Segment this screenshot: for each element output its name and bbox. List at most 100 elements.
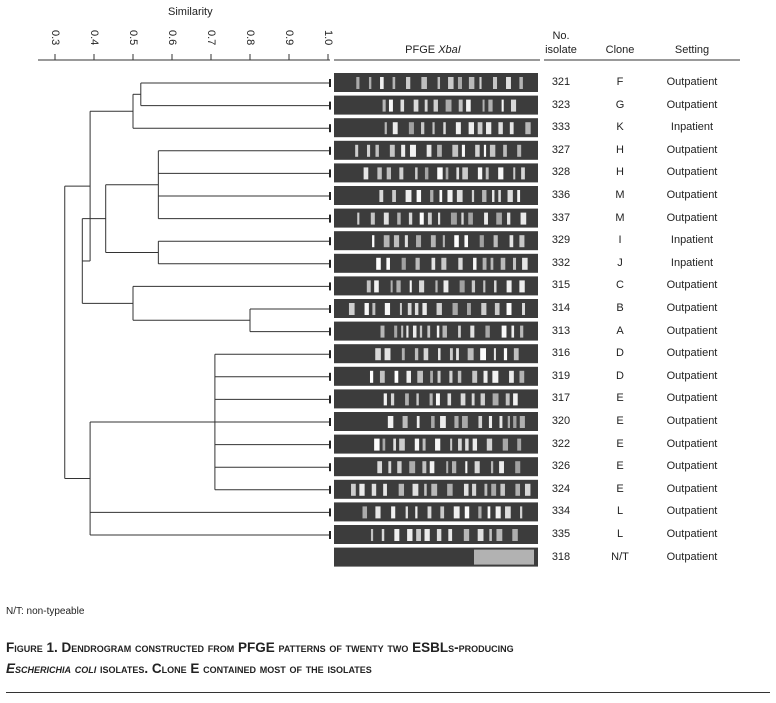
row-setting: Outpatient xyxy=(666,324,718,337)
gel-band xyxy=(383,212,389,225)
row-setting: Outpatient xyxy=(666,166,718,179)
gel-band xyxy=(492,190,495,202)
gel-band xyxy=(447,190,453,202)
axis-tick-label: 0.4 xyxy=(88,30,100,46)
gel-band xyxy=(431,483,438,496)
gel-band xyxy=(370,212,375,225)
gel-band xyxy=(433,99,438,112)
gel-band xyxy=(432,122,435,135)
gel-band xyxy=(351,483,356,496)
gel-band xyxy=(462,416,468,428)
gel-band xyxy=(375,144,379,157)
gel-band xyxy=(362,506,368,519)
gel-band xyxy=(520,506,523,519)
gel-band xyxy=(417,370,423,383)
gel-band xyxy=(486,438,493,451)
row-setting: Outpatient xyxy=(666,482,718,495)
gel-band xyxy=(517,438,522,451)
gel-band xyxy=(509,235,514,248)
gel-band xyxy=(388,99,393,112)
gel-band xyxy=(472,438,478,451)
gel-band xyxy=(424,99,428,112)
gel-band xyxy=(463,483,469,496)
row-isolate: 314 xyxy=(551,302,571,314)
gel-band xyxy=(465,438,469,451)
gel-band xyxy=(448,77,454,89)
gel-band xyxy=(422,303,427,315)
gel-band xyxy=(348,303,355,315)
gel-band xyxy=(479,235,484,248)
gel-band xyxy=(494,280,497,293)
gel-band xyxy=(480,348,486,361)
row-setting: Outpatient xyxy=(666,415,718,427)
gel-band xyxy=(394,529,400,541)
row-isolate: 321 xyxy=(551,76,571,88)
gel-band xyxy=(402,416,408,428)
gel-band xyxy=(374,438,380,451)
gel-band xyxy=(390,280,393,293)
gel-band xyxy=(458,257,463,270)
row-setting: Outpatient xyxy=(666,369,718,382)
gel-lane xyxy=(334,231,538,251)
gel-band xyxy=(482,190,487,202)
gel-band xyxy=(472,370,478,383)
row-setting: Outpatient xyxy=(666,347,718,360)
gel-band xyxy=(500,483,505,496)
gel-band xyxy=(505,393,510,406)
gel-band xyxy=(413,99,419,112)
row-isolate: 327 xyxy=(551,143,571,156)
gel-band xyxy=(401,144,406,157)
bottom-rule xyxy=(6,692,770,693)
gel-band xyxy=(437,77,441,89)
gel-band xyxy=(454,416,459,428)
gel-band xyxy=(397,461,402,474)
row-clone: L xyxy=(616,505,624,518)
gel-band xyxy=(493,235,498,248)
gel-band xyxy=(407,529,413,541)
gel-band xyxy=(503,348,508,361)
axis-tick-label: 0.6 xyxy=(166,30,178,46)
gel-band xyxy=(501,325,507,338)
gel-band xyxy=(467,348,474,361)
gel-band xyxy=(372,303,376,315)
row-clone: M xyxy=(615,211,625,224)
gel-band xyxy=(519,77,523,89)
gel-band xyxy=(393,438,396,451)
row-clone: K xyxy=(616,121,624,134)
gel-band xyxy=(399,438,405,451)
gel-band xyxy=(398,483,405,496)
gel-band xyxy=(431,416,435,428)
row-isolate: 332 xyxy=(551,256,571,269)
gel-band xyxy=(443,280,449,293)
gel-band xyxy=(430,235,436,248)
gel-band xyxy=(435,393,440,406)
gel-band xyxy=(462,167,468,180)
gel-band xyxy=(384,303,391,315)
gel-band xyxy=(415,257,420,270)
gel-band xyxy=(391,506,396,519)
gel-band xyxy=(375,506,381,519)
gel-band xyxy=(499,416,503,428)
gel-band xyxy=(509,122,514,135)
gel-band xyxy=(466,99,471,112)
gel-band xyxy=(407,303,412,315)
gel-band xyxy=(484,483,488,496)
axis-tick-label: 1.0 xyxy=(322,30,334,46)
gel-lane xyxy=(334,525,538,544)
gel-band xyxy=(392,77,396,89)
gel-band xyxy=(512,257,517,270)
gel-band xyxy=(424,529,430,541)
row-clone: C xyxy=(616,279,624,292)
gel-band xyxy=(435,438,441,451)
gel-band xyxy=(490,257,494,270)
gel-band xyxy=(492,77,498,89)
gel-band xyxy=(389,144,395,157)
gel-band xyxy=(450,438,453,451)
row-clone: E xyxy=(616,392,624,405)
gel-band xyxy=(486,122,492,135)
gel-band xyxy=(483,370,488,383)
gel-band xyxy=(412,325,417,338)
gel-band xyxy=(455,122,461,135)
gel-band xyxy=(506,77,511,89)
row-isolate: 315 xyxy=(551,279,571,292)
